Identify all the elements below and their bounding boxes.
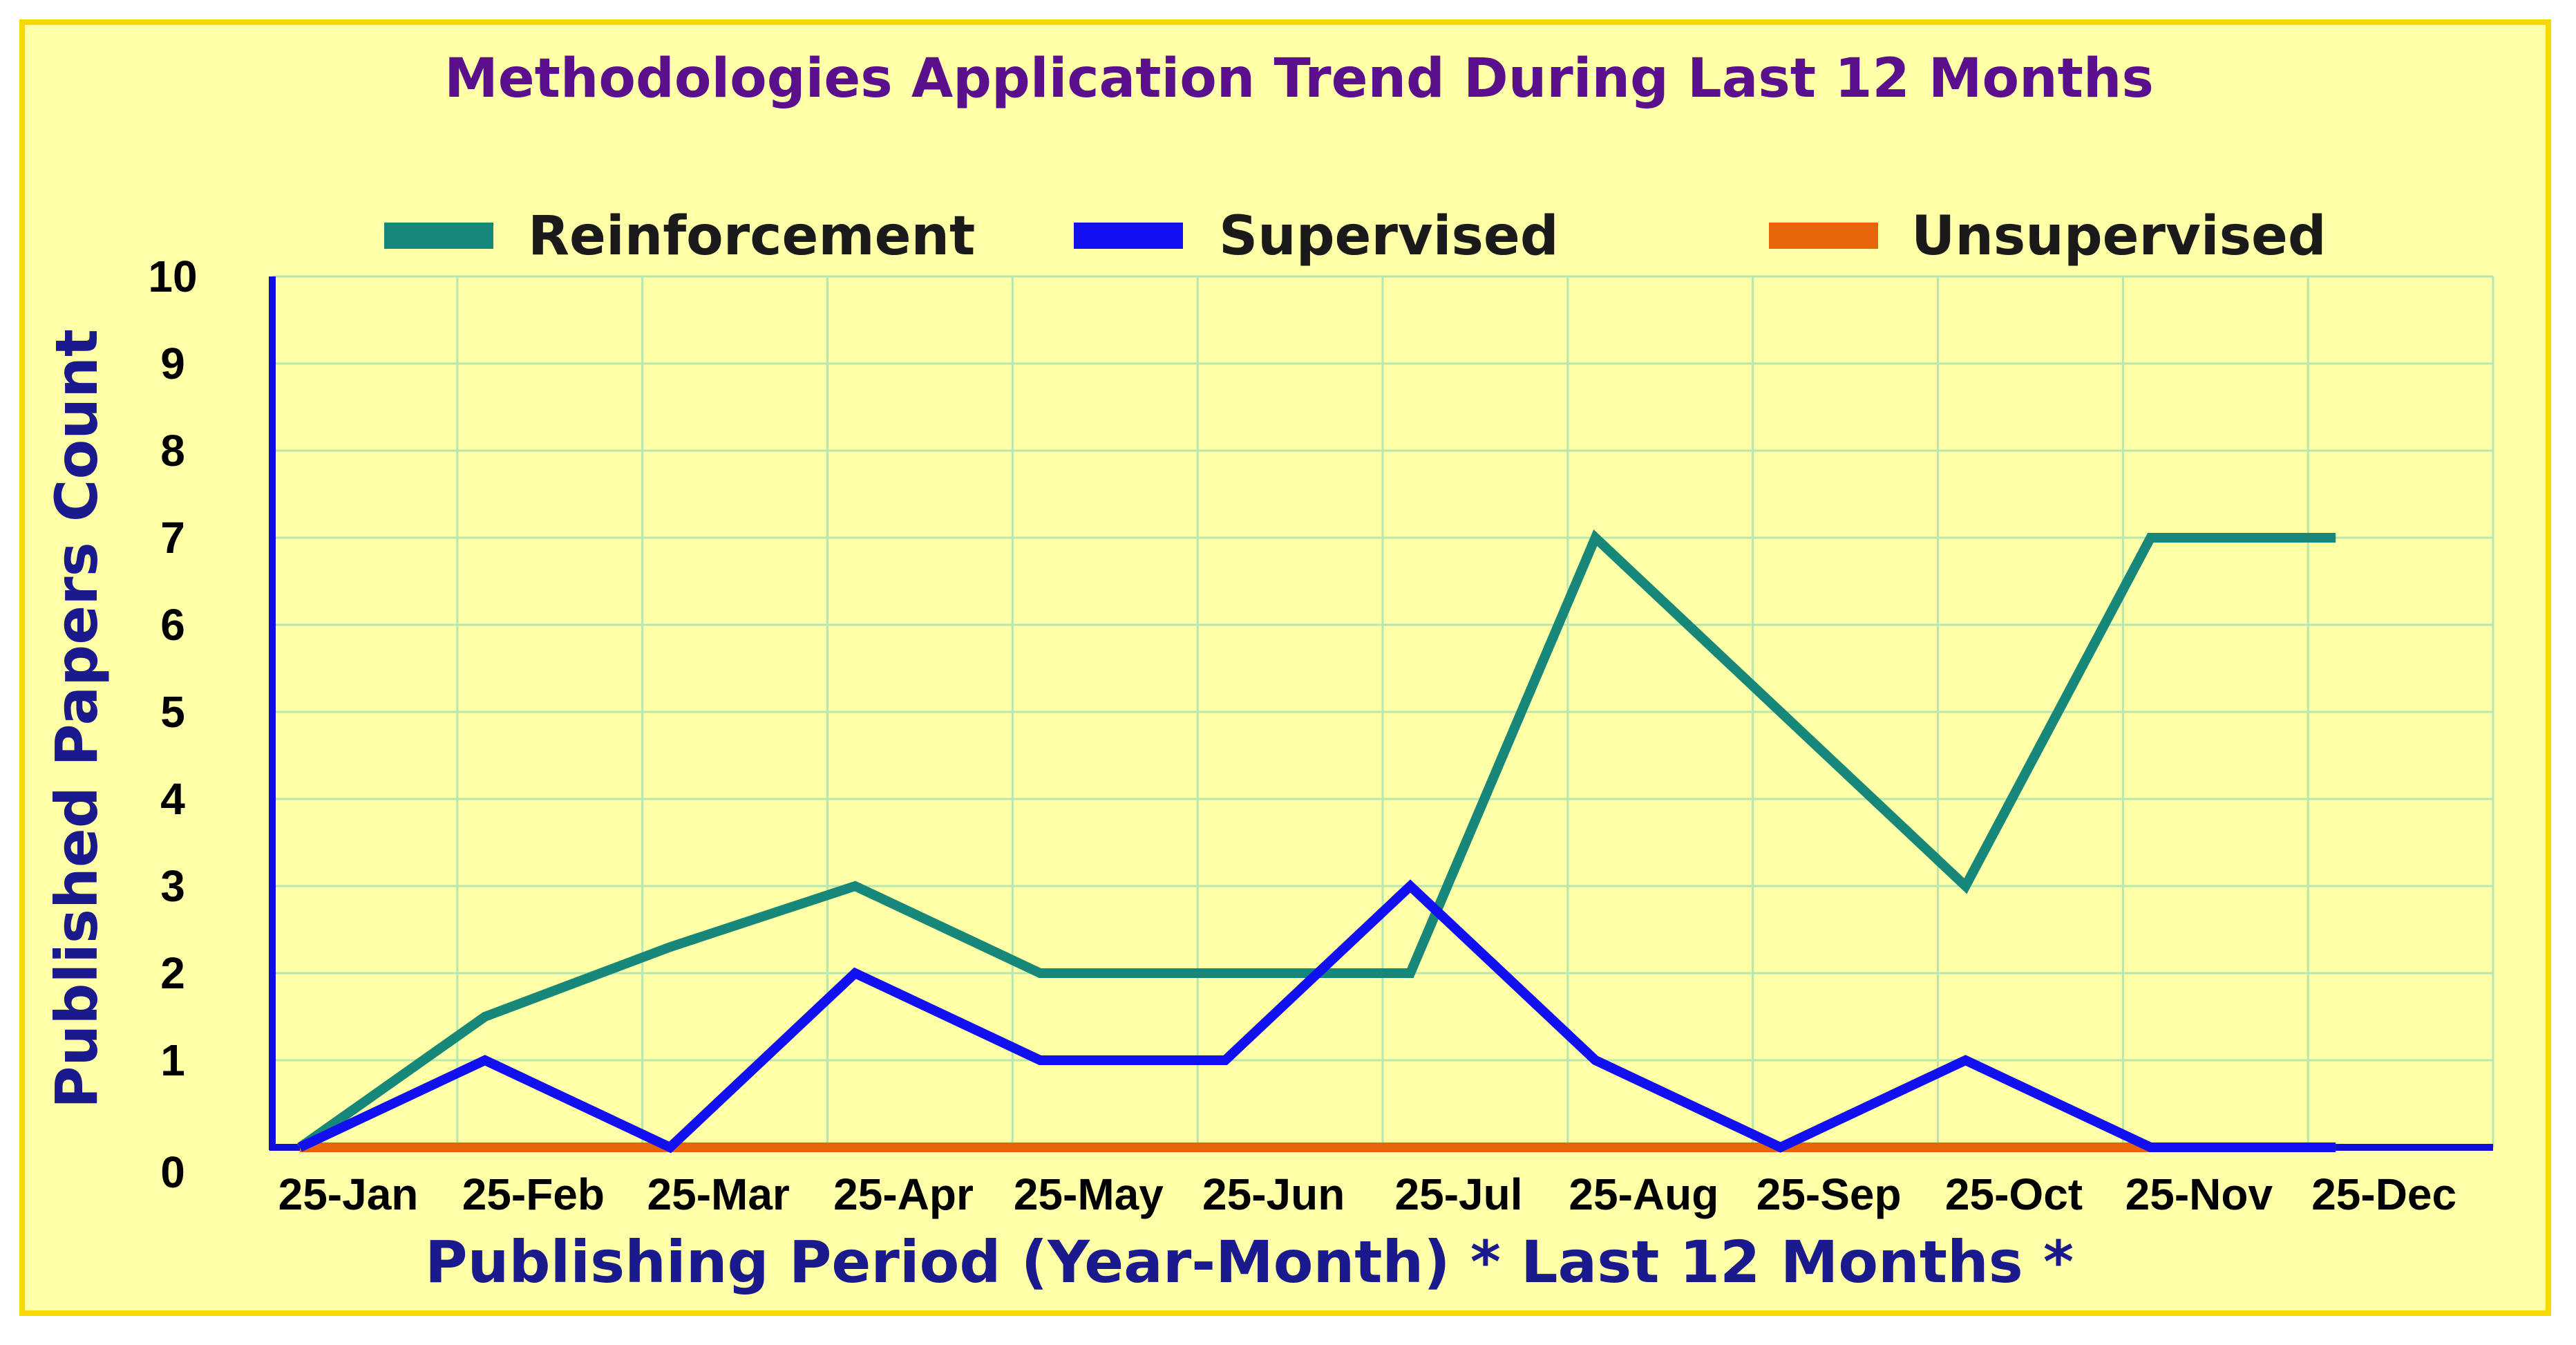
legend-label-reinforcement: Reinforcement	[528, 205, 975, 267]
y-tick-label: 8	[160, 426, 185, 476]
x-tick-label: 25-Mar	[647, 1169, 790, 1219]
y-tick-label: 3	[160, 861, 185, 911]
x-tick-label: 25-Feb	[462, 1169, 605, 1219]
legend-swatch-reinforcement	[384, 223, 493, 249]
x-tick-label: 25-Sep	[1756, 1169, 1902, 1219]
y-axis-label: Published Papers Count	[43, 329, 111, 1109]
y-tick-label: 0	[160, 1147, 185, 1197]
y-tick-label: 2	[160, 948, 185, 998]
x-tick-labels: 25-Jan 25-Feb 25-Mar 25-Apr 25-May 25-Jun 25-J…	[278, 1169, 2457, 1219]
y-tick-label: 4	[160, 774, 185, 824]
x-tick-label: 25-Nov	[2125, 1169, 2273, 1219]
series-lines	[296, 529, 2336, 1154]
legend-swatch-supervised	[1074, 223, 1183, 249]
x-tick-label: 25-Jan	[278, 1169, 419, 1219]
series-line-supervised	[298, 879, 2336, 1154]
series-line-reinforcement	[296, 529, 2336, 1151]
x-tick-label: 25-Dec	[2311, 1169, 2456, 1219]
legend-swatch-unsupervised	[1769, 223, 1878, 249]
x-tick-label: 25-May	[1014, 1169, 1164, 1219]
y-tick-label: 10	[148, 252, 197, 301]
x-tick-label: 25-Jun	[1202, 1169, 1345, 1219]
x-tick-label: 25-Apr	[833, 1169, 974, 1219]
x-tick-label: 25-Jul	[1395, 1169, 1523, 1219]
y-tick-label: 1	[160, 1035, 185, 1085]
y-tick-label: 5	[160, 687, 185, 737]
y-tick-label: 9	[160, 339, 185, 388]
x-tick-label: 25-Oct	[1945, 1169, 2083, 1219]
chart-title: Methodologies Application Trend During L…	[444, 48, 2154, 110]
axes	[269, 276, 2493, 1151]
y-tick-label: 6	[160, 600, 185, 650]
legend: Reinforcement Supervised Unsupervised	[384, 205, 2327, 267]
x-axis-label: Publishing Period (Year-Month) * Last 12…	[425, 1228, 2074, 1296]
y-tick-label: 7	[160, 513, 185, 563]
legend-label-supervised: Supervised	[1219, 205, 1559, 267]
x-tick-label: 25-Aug	[1569, 1169, 1718, 1219]
legend-label-unsupervised: Unsupervised	[1911, 205, 2327, 267]
grid	[272, 275, 2494, 1147]
y-tick-labels: 0 1 2 3 4 5 6 7 8 9 10	[148, 252, 197, 1197]
